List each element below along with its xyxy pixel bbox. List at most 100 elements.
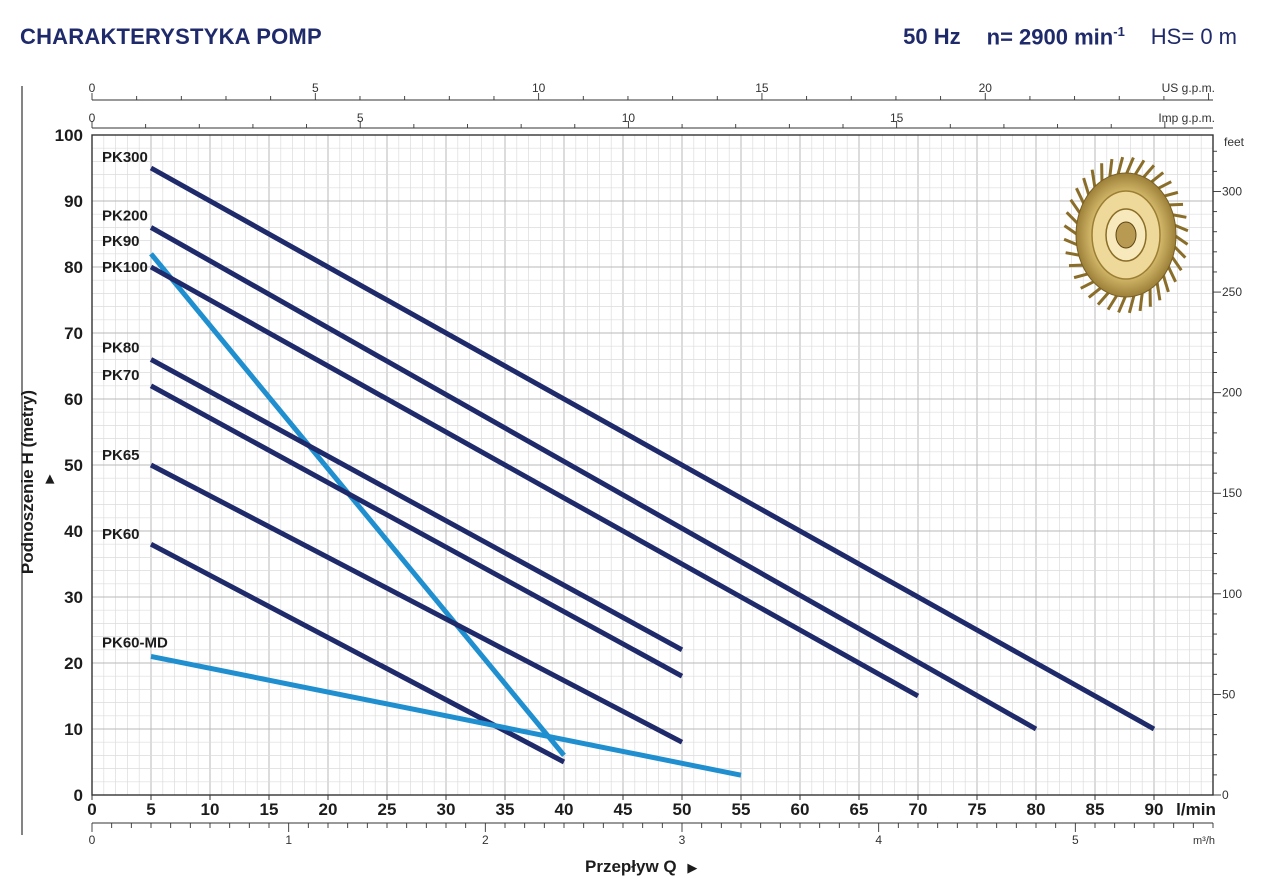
y-axis-title: Podnoszenie H (metry) ▶	[18, 382, 58, 582]
series-label-pk80: PK80	[102, 339, 140, 356]
x-tick-label: 0	[87, 800, 96, 819]
x-tick-label: 20	[319, 800, 338, 819]
impeller-vane	[1116, 156, 1125, 177]
series-line-pk300	[149, 165, 1156, 732]
m3h-tick-label: 1	[285, 833, 292, 847]
x-tick-label: 35	[496, 800, 515, 819]
usgpm-tick-label: 5	[312, 81, 319, 95]
impeller-vane	[1108, 158, 1114, 179]
x-tick-label: 60	[791, 800, 810, 819]
x-tick-label: 5	[146, 800, 155, 819]
x-tick-label: 45	[614, 800, 633, 819]
impeller-vane	[1161, 273, 1170, 293]
header-specs: 50 Hz n= 2900 min-1 HS= 0 m	[903, 24, 1237, 50]
m3h-tick-label: 2	[482, 833, 489, 847]
y-tick-label: 80	[64, 258, 83, 277]
m3h-tick-label: 0	[89, 833, 96, 847]
impeller-vane	[1106, 293, 1119, 311]
feet-tick-label: 0	[1222, 788, 1229, 802]
impeller-vane	[1155, 280, 1162, 301]
impeller-vane	[1096, 290, 1111, 306]
series-line-pk65	[149, 462, 684, 745]
feet-tick-label: 250	[1222, 285, 1242, 299]
y-axis-title-text: Podnoszenie H (metry)	[18, 389, 37, 575]
impeller-vane	[1087, 285, 1103, 299]
series-line-pk60-md	[150, 653, 742, 778]
x-tick-label: 75	[968, 800, 987, 819]
series-label-pk70: PK70	[102, 367, 140, 384]
x-axis-title: Przepływ Q ▶	[585, 857, 697, 877]
impeller-vane	[1090, 169, 1097, 190]
y-tick-label: 10	[64, 720, 83, 739]
series-label-pk60-md: PK60-MD	[102, 634, 168, 651]
usgpm-tick-label: 15	[755, 81, 769, 95]
impeller-vane	[1156, 180, 1172, 191]
y-tick-label: 30	[64, 588, 83, 607]
m3h-unit-label: m³/h	[1193, 835, 1215, 847]
y-tick-label: 40	[64, 522, 83, 541]
x-tick-label: 70	[909, 800, 928, 819]
x-tick-label: 80	[1027, 800, 1046, 819]
impeller-vane	[1141, 164, 1156, 180]
x-axis-title-text: Przepływ Q	[585, 857, 677, 876]
y-tick-label: 90	[64, 192, 83, 211]
m3h-tick-label: 5	[1072, 833, 1079, 847]
feet-unit-label: feet	[1224, 135, 1245, 149]
series-line-pk70	[149, 383, 684, 679]
x-tick-label: 40	[555, 800, 574, 819]
feet-tick-label: 150	[1222, 486, 1242, 500]
x-tick-label: 30	[437, 800, 456, 819]
impeller-vane	[1133, 159, 1146, 177]
series-label-pk200: PK200	[102, 207, 148, 224]
usgpm-tick-label: 0	[89, 81, 96, 95]
impgpm-tick-label: 0	[89, 111, 96, 125]
series-label-pk90: PK90	[102, 233, 140, 250]
speed-exponent: -1	[1113, 24, 1125, 39]
impgpm-unit-label: Imp g.p.m.	[1158, 111, 1215, 125]
m3h-tick-label: 3	[679, 833, 686, 847]
feet-tick-label: 300	[1222, 184, 1242, 198]
x-tick-label: 85	[1086, 800, 1105, 819]
impeller-vane	[1117, 294, 1128, 314]
speed-value: n= 2900 min	[986, 24, 1114, 50]
m3h-tick-label: 4	[875, 833, 882, 847]
feet-tick-label: 100	[1222, 587, 1242, 601]
series-label-pk60: PK60	[102, 526, 140, 543]
impgpm-tick-label: 15	[890, 111, 904, 125]
y-tick-label: 60	[64, 390, 83, 409]
series-label-pk100: PK100	[102, 259, 148, 276]
impgpm-tick-label: 5	[357, 111, 364, 125]
series-line-pk200	[149, 225, 1038, 732]
impeller-vane	[1124, 156, 1135, 176]
series-label-pk300: PK300	[102, 149, 148, 166]
series-line-pk80	[149, 357, 684, 652]
y-tick-label: 0	[74, 786, 83, 805]
series-line-pk90	[149, 252, 566, 757]
usgpm-tick-label: 20	[979, 81, 993, 95]
y-tick-label: 70	[64, 324, 83, 343]
impgpm-tick-label: 10	[622, 111, 636, 125]
usgpm-tick-label: 10	[532, 81, 546, 95]
series-label-pk65: PK65	[102, 447, 140, 464]
impeller-vane	[1080, 279, 1096, 290]
x-tick-label: 50	[673, 800, 692, 819]
plot-frame	[91, 134, 1214, 796]
x-tick-label: 15	[260, 800, 279, 819]
speed-label: n= 2900 min-1	[987, 24, 1125, 50]
arrow-up-icon: ▶	[42, 474, 56, 484]
x-tick-label: 10	[201, 800, 220, 819]
series-line-pk100	[149, 264, 920, 699]
y-tick-label: 50	[64, 456, 83, 475]
impeller-vane	[1127, 293, 1136, 314]
x-tick-label: 65	[850, 800, 869, 819]
frequency-label: 50 Hz	[903, 24, 961, 50]
feet-tick-label: 50	[1222, 687, 1236, 701]
x-tick-label: 55	[732, 800, 751, 819]
y-tick-label: 20	[64, 654, 83, 673]
y-tick-label: 100	[55, 126, 83, 145]
x-unit-label: l/min	[1176, 800, 1216, 819]
page-title: CHARAKTERYSTYKA POMP	[20, 24, 322, 49]
impeller-image	[1063, 156, 1189, 314]
suction-height-label: HS= 0 m	[1150, 24, 1237, 50]
